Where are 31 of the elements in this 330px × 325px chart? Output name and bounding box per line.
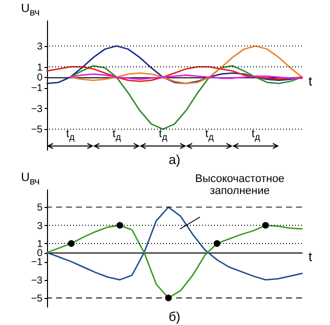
y-tick-label: 3 (36, 42, 43, 52)
y-tick-label: −5 (31, 293, 43, 304)
annotation: t$_{д}$ (112, 128, 121, 142)
annotation: Высокочастотное заполнение (194, 173, 286, 197)
point (116, 222, 124, 229)
point (68, 240, 75, 247)
y-tick-label: 0 (36, 248, 43, 260)
y-tick-label: 1 (36, 238, 43, 250)
y-tick-label: −5 (31, 124, 43, 136)
y-tick-label: 1 (36, 62, 43, 74)
y-axis-title: U$_{вч}$ (21, 170, 40, 188)
annotation: t$_{д}$ (66, 128, 75, 142)
point (214, 240, 220, 247)
annotation: t$_{д}$ (252, 128, 260, 142)
y-tick-label: −3 (31, 275, 43, 286)
y-axis-title: U$_{вч}$ (21, 1, 40, 18)
text: а) (168, 152, 180, 167)
y-tick-label: −1 (31, 257, 43, 268)
annotation: t$_{д}$ (205, 128, 214, 142)
y-tick-label: 5 (36, 202, 43, 214)
line-series (46, 206, 303, 280)
x-axis-title: t (308, 74, 312, 89)
y-tick-label: −1 (31, 83, 43, 94)
point (262, 222, 269, 229)
line-series (46, 66, 303, 82)
y-tick-label: 3 (36, 220, 43, 232)
y-tick-label: 0 (36, 72, 43, 84)
x-axis-title: t (308, 249, 312, 264)
text: б) (168, 309, 180, 324)
annotation: t$_{д}$ (158, 128, 168, 142)
y-tick-label: −3 (31, 104, 43, 115)
